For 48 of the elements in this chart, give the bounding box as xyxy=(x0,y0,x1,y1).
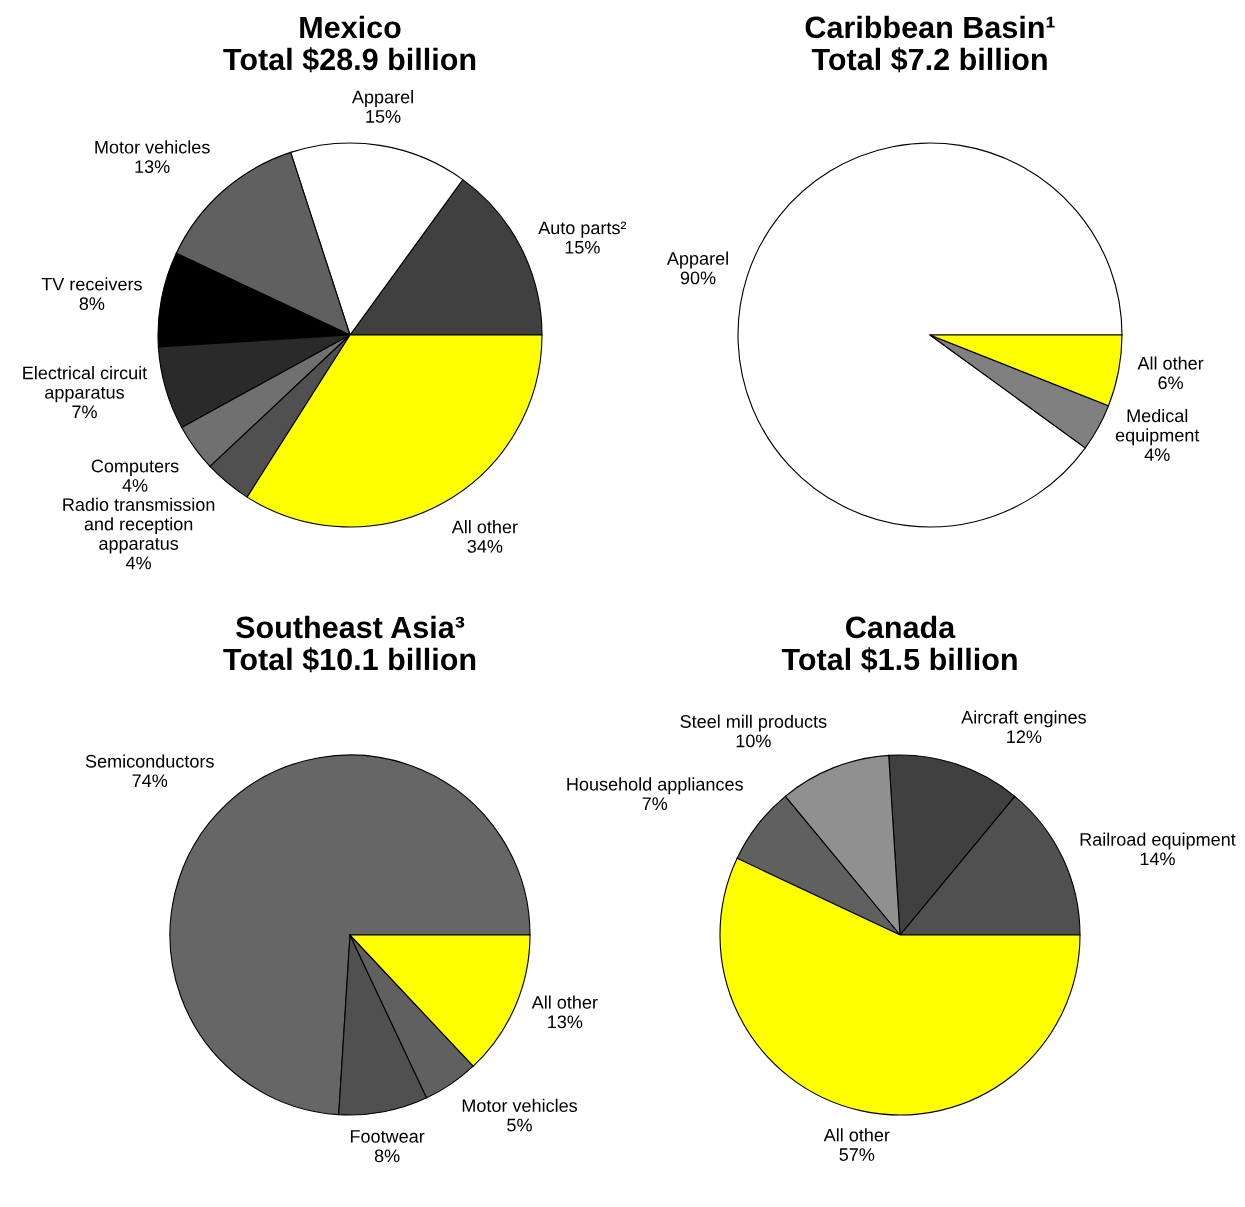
slice-label: Apparel xyxy=(666,251,728,269)
slice-label: All other xyxy=(823,1128,890,1142)
data-label: 13% xyxy=(135,160,170,174)
chart-title: Caribbean Basin¹ xyxy=(805,15,1055,39)
slice-label: Household appliances xyxy=(567,777,743,795)
slice-label: Auto parts² xyxy=(538,221,627,238)
slice-label: All other xyxy=(451,520,518,534)
slice-label: Motor vehicles xyxy=(95,140,210,154)
slice-label: TV receivers xyxy=(41,277,142,291)
data-label: 14% xyxy=(1140,852,1175,866)
data-label: 15% xyxy=(366,110,401,123)
chart-title: Mexico xyxy=(300,15,401,39)
data-label: 7% xyxy=(72,405,97,419)
data-label: 34% xyxy=(467,540,503,553)
data-label: 13% xyxy=(548,1015,583,1029)
data-label: 5% xyxy=(507,1118,532,1132)
chart-subtitle: Total $28.9 billion xyxy=(223,47,476,73)
slice-label: Computers xyxy=(91,459,179,476)
data-label: 15% xyxy=(565,240,600,254)
data-label: 90% xyxy=(680,271,716,285)
slice-label: Aircraft engines xyxy=(961,710,1086,728)
slice-label: Steel mill products xyxy=(680,714,827,732)
slice-label: Footwear xyxy=(350,1130,425,1143)
data-label: 4% xyxy=(122,479,148,492)
data-label: 4% xyxy=(1144,448,1170,461)
slice-label: Semiconductors xyxy=(85,754,214,768)
data-label: 57% xyxy=(839,1148,875,1161)
chart-title: Canada xyxy=(846,615,956,639)
data-label: 6% xyxy=(1158,376,1183,390)
data-label: 8% xyxy=(374,1149,400,1163)
slice-label: Railroad equipment xyxy=(1080,832,1236,850)
slice-label: Radio transmission and reception apparatus xyxy=(63,497,215,554)
slice-label: All other xyxy=(531,995,598,1009)
slice-label: Motor vehicles xyxy=(462,1098,578,1113)
data-label: 74% xyxy=(132,774,168,788)
chart-subtitle: Total $10.1 billion xyxy=(223,647,476,673)
slice-label: Medical equipment xyxy=(1115,408,1200,446)
chart-subtitle: Total $1.5 billion xyxy=(781,647,1017,673)
data-label: 7% xyxy=(642,797,668,811)
data-label: 10% xyxy=(736,734,771,748)
chart-subtitle: Total $7.2 billion xyxy=(811,47,1047,73)
slice-label: Apparel xyxy=(351,90,413,107)
data-label: 4% xyxy=(125,556,152,570)
slice-label: Electrical circuit apparatus xyxy=(23,366,148,403)
data-label: 12% xyxy=(1007,730,1042,744)
slice-label: All other xyxy=(1137,356,1204,370)
data-label: 8% xyxy=(79,297,105,310)
chart-title: Southeast Asia³ xyxy=(236,615,465,639)
